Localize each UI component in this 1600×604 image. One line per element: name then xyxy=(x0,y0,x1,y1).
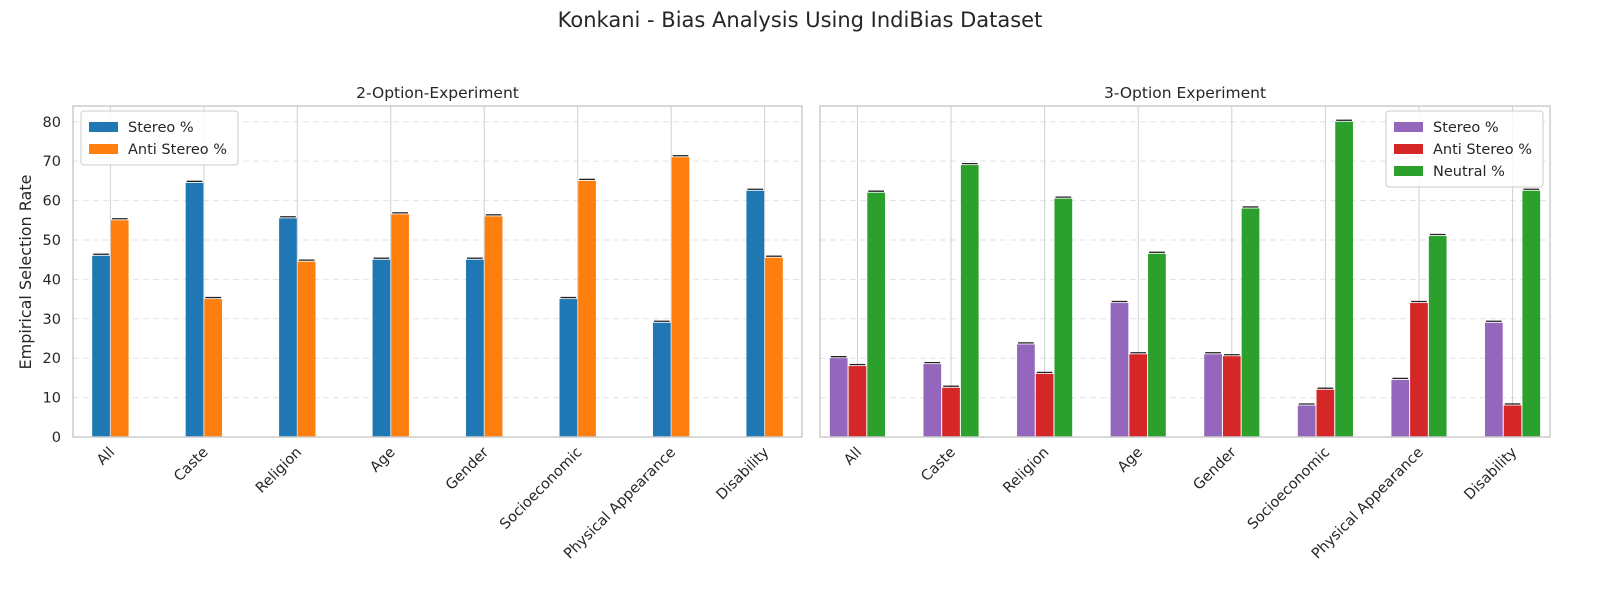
legend-swatch-anti-stereo xyxy=(89,144,118,154)
bar-anti-stereo-all xyxy=(110,220,129,437)
bar-stereo-all xyxy=(829,358,848,437)
bar-anti-stereo-age xyxy=(1129,354,1148,437)
x-tick-label-disability: Disability xyxy=(714,444,773,503)
bar-stereo-gender xyxy=(466,259,484,437)
x-tick-label-religion: Religion xyxy=(1000,445,1052,497)
bar-stereo-disability xyxy=(746,190,765,437)
x-tick-label-socioeconomic: Socioeconomic xyxy=(1245,445,1333,533)
bar-neutral-physical-appearance xyxy=(1428,236,1447,437)
y-tick-label-0: 0 xyxy=(52,430,61,446)
bar-anti-stereo-physical-appearance xyxy=(671,157,690,437)
x-tick-label-gender: Gender xyxy=(1191,444,1240,493)
bar-anti-stereo-disability xyxy=(1503,405,1522,437)
bar-stereo-religion xyxy=(1017,344,1035,437)
plot-frame xyxy=(819,105,1551,438)
panel-3-option-experiment: All Caste Religion Age Gender SocioeconomicPh… xyxy=(819,84,1551,562)
bar-anti-stereo-gender xyxy=(484,216,503,437)
bar-neutral-age xyxy=(1148,253,1166,437)
bar-neutral-socioeconomic xyxy=(1335,121,1353,437)
x-tick-label-caste: Caste xyxy=(171,444,211,484)
y-axis-label: Empirical Selection Rate xyxy=(16,175,35,370)
legend-box xyxy=(1385,110,1544,188)
x-tick-label-age: Age xyxy=(1115,444,1146,475)
bar-stereo-all xyxy=(92,255,110,437)
x-tick-label-caste: Caste xyxy=(918,444,958,484)
x-tick-label-disability: Disability xyxy=(1462,444,1521,503)
bar-stereo-religion xyxy=(279,218,297,437)
bar-stereo-physical-appearance xyxy=(652,322,671,437)
y-tick-label-70: 70 xyxy=(43,154,61,170)
x-tick-label-gender: Gender xyxy=(443,444,492,493)
panel-title: 2-Option-Experiment xyxy=(356,84,519,102)
legend-label-anti-stereo: Anti Stereo % xyxy=(128,142,227,158)
legend-label-neutral: Neutral % xyxy=(1433,164,1505,180)
bar-anti-stereo-socioeconomic xyxy=(1316,389,1335,437)
legend-label-stereo: Stereo % xyxy=(1433,120,1499,136)
bar-anti-stereo-socioeconomic xyxy=(578,180,596,437)
bar-stereo-socioeconomic xyxy=(559,299,578,437)
bar-stereo-age xyxy=(1110,303,1129,437)
bar-stereo-caste xyxy=(923,364,942,437)
bar-anti-stereo-physical-appearance xyxy=(1410,303,1428,437)
x-tick-label-socioeconomic: Socioeconomic xyxy=(497,445,585,533)
legend-swatch-neutral xyxy=(1394,166,1423,176)
bar-neutral-religion xyxy=(1054,198,1073,437)
bar-neutral-caste xyxy=(960,165,979,437)
legend-swatch-anti-stereo xyxy=(1394,144,1423,154)
bar-stereo-caste xyxy=(185,182,204,437)
bar-stereo-gender xyxy=(1204,354,1222,437)
y-tick-label-30: 30 xyxy=(43,312,61,328)
legend-box xyxy=(80,110,239,166)
legend-swatch-stereo xyxy=(1394,122,1423,132)
x-tick-label-all: All xyxy=(94,445,118,469)
legend-swatch-stereo xyxy=(89,122,118,132)
y-tick-label-80: 80 xyxy=(43,115,61,131)
y-tick-label-50: 50 xyxy=(43,233,61,249)
figure-title: Konkani - Bias Analysis Using IndiBias D… xyxy=(558,8,1043,32)
bar-anti-stereo-caste xyxy=(204,299,223,437)
bar-anti-stereo-age xyxy=(391,214,409,437)
bar-anti-stereo-religion xyxy=(297,261,316,437)
bar-stereo-disability xyxy=(1484,322,1503,437)
legend-label-stereo: Stereo % xyxy=(128,120,194,136)
panel-2-option-experiment: 0 10 20 30 40 50 60 70 80 All Caste Religion Age Gend… xyxy=(43,84,803,562)
y-tick-label-20: 20 xyxy=(43,351,61,367)
panel-title: 3-Option Experiment xyxy=(1104,84,1266,102)
bar-stereo-age xyxy=(372,259,391,437)
bar-anti-stereo-all xyxy=(848,366,867,437)
bar-anti-stereo-gender xyxy=(1222,356,1241,437)
legend-label-anti-stereo: Anti Stereo % xyxy=(1433,142,1532,158)
bar-anti-stereo-religion xyxy=(1035,373,1054,437)
bar-anti-stereo-caste xyxy=(942,387,960,437)
bar-neutral-all xyxy=(867,192,886,437)
x-tick-label-age: Age xyxy=(367,444,398,475)
y-tick-label-10: 10 xyxy=(43,391,61,407)
bar-stereo-physical-appearance xyxy=(1391,379,1410,437)
bar-anti-stereo-disability xyxy=(765,257,783,437)
bar-stereo-socioeconomic xyxy=(1297,405,1316,437)
plot-frame xyxy=(72,105,803,438)
bar-neutral-disability xyxy=(1522,190,1541,437)
y-tick-label-60: 60 xyxy=(43,194,61,210)
x-tick-label-religion: Religion xyxy=(253,445,305,497)
y-tick-label-40: 40 xyxy=(43,272,61,288)
x-tick-label-all: All xyxy=(841,445,865,469)
bar-neutral-gender xyxy=(1241,208,1260,437)
